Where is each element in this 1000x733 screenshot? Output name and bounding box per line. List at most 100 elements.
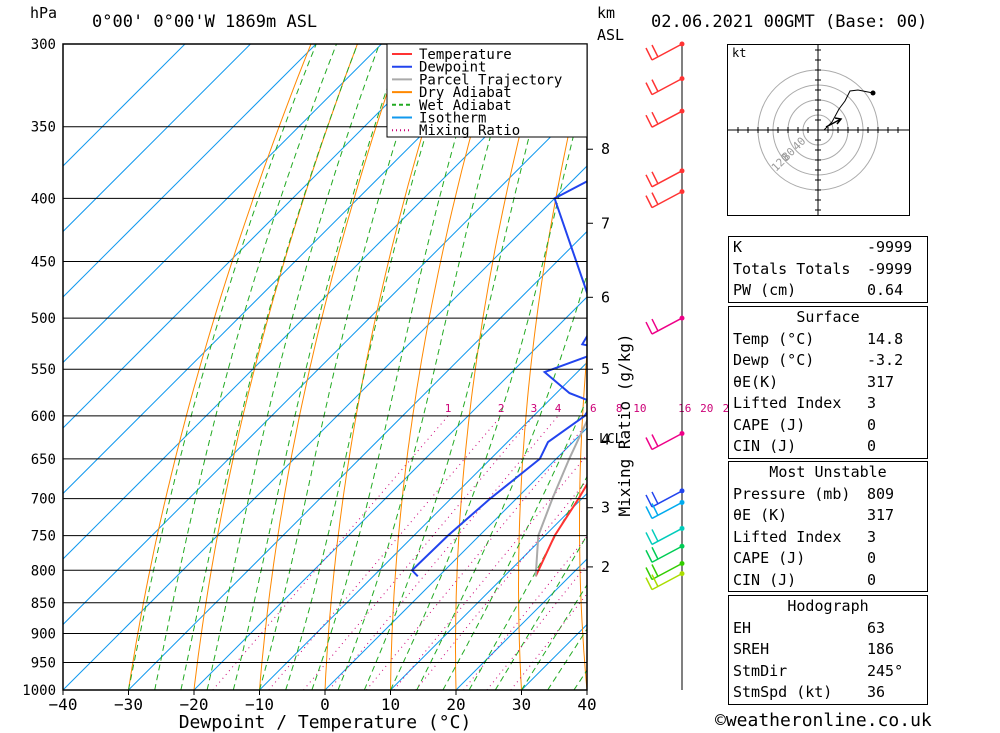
pressure-tick-label: 750 [31,529,56,545]
indices-top-table: K -9999 Totals Totals -9999 PW (cm) 0.64 [728,236,928,303]
isotherm-line [63,44,448,429]
wind-barb-flag [645,494,653,508]
index-value: 186 [867,640,895,658]
index-label: Lifted Index [733,394,842,412]
most-unstable-title: Most Unstable [769,463,887,481]
index-row: CIN (J) 0 [729,436,927,458]
mixing-ratio-label: 2 [498,402,505,415]
x-tick-label: 10 [381,695,400,714]
wind-barb-shaft [651,110,683,128]
index-row: Pressure (mb) 809 [729,484,927,506]
wind-barb-flag [651,171,659,185]
index-row: CIN (J) 0 [729,570,927,592]
pressure-tick-label: 1000 [22,683,56,699]
wind-barb-flag [651,434,659,447]
hodograph-end-dot [870,90,876,96]
legend-label: Temperature [419,47,512,63]
pressure-tick-label: 350 [31,120,56,136]
pressure-tick-label: 900 [31,626,56,642]
legend-label: Mixing Ratio [419,123,520,139]
pressure-tick-label: 500 [31,311,56,327]
wind-barb-flag [645,47,653,61]
dry-adiabat-line [639,44,683,690]
mixing-ratio-label: 6 [590,402,597,415]
units-hpa: hPa [30,4,58,22]
wind-level-dot [679,108,685,114]
pressure-tick-label: 400 [31,191,56,207]
index-row: θE(K) 317 [729,372,927,394]
index-label: PW (cm) [733,281,797,299]
surface-title: Surface [796,308,860,326]
index-row: EH 63 [729,618,927,640]
pressure-tick-label: 850 [31,596,56,612]
dry-adiabat-line [455,44,544,690]
index-value: -9999 [867,259,913,278]
wind-level-dot [679,561,685,567]
wind-barb-flag [651,546,659,560]
index-label: CAPE (J) [733,415,806,434]
mixing-ratio-label: 8 [616,402,623,415]
isotherm-line [390,492,587,690]
wind-barb-flag [651,111,659,125]
index-value: 0 [867,549,877,567]
km-tick-label: 7 [601,214,610,232]
index-label: CIN (J) [733,570,797,589]
wind-barb-flag [645,321,653,335]
dewpoint-line [410,180,587,577]
index-label: K [733,238,743,256]
wind-barb-shaft [651,501,683,520]
index-label: Totals Totals [733,259,851,278]
index-label: EH [733,618,752,637]
isotherm-line [455,558,587,690]
wind-barb-flag [651,192,659,205]
mixing-ratio-label: 4 [555,402,562,415]
mixing-ratio-line [268,415,502,690]
x-tick-label: −30 [114,695,143,714]
wind-barb-shaft [651,190,683,209]
wind-barb-shaft [651,170,683,188]
index-value: 14.8 [867,329,904,348]
copyright: ©weatheronline.co.uk [715,710,932,731]
index-row: Totals Totals -9999 [729,259,927,281]
chart-title: 0°00' 0°00'W 1869m ASL [92,12,318,32]
index-label: StmSpd (kt) [733,683,833,701]
wind-barb-flag [651,491,659,505]
x-tick-label: −10 [245,695,274,714]
legend-label: Parcel Trajectory [419,72,562,88]
index-value: 36 [867,683,886,701]
wind-level-dot [679,76,685,82]
index-row: SREH 186 [729,639,927,661]
isotherm-line [128,230,587,690]
mixing-ratio-label: 16 [678,402,691,415]
index-row: CAPE (J) 0 [729,415,927,437]
wind-barb-flag [645,549,653,563]
wind-level-dot [679,189,685,195]
isotherm-line [63,44,513,495]
wind-barb-flag [645,437,653,450]
wind-barb-flag [651,79,659,92]
pressure-tick-label: 700 [31,492,56,508]
index-row: Lifted Index 3 [729,527,927,549]
index-value: 0 [867,415,877,434]
index-row: StmSpd (kt) 36 [729,682,927,704]
hodograph-trace [823,89,874,131]
pressure-tick-label: 950 [31,655,56,671]
legend-label: Dry Adiabat [419,85,512,101]
x-tick-label: 30 [512,695,531,714]
isotherm-line [63,44,186,167]
wind-level-dot [679,168,685,174]
hodograph-title: Hodograph [787,597,869,615]
index-label: CIN (J) [733,437,797,455]
indices-surface-table: Surface Temp (°C) 14.8 Dewp (°C) -3.2 θE(K) 3… [728,306,928,459]
legend-label: Dewpoint [419,60,486,76]
parcel-trajectory-line [534,418,587,577]
wind-barb-flag [651,574,659,587]
km-tick-label: 4 [601,431,610,449]
wind-level-dot [679,431,685,437]
index-label: SREH [733,640,770,658]
storm-motion-arrow [825,117,843,128]
units-km: km [597,4,616,22]
wind-level-dot [679,543,685,549]
hodograph-units: kt [732,46,746,60]
mixing-ratio-line [328,415,559,690]
